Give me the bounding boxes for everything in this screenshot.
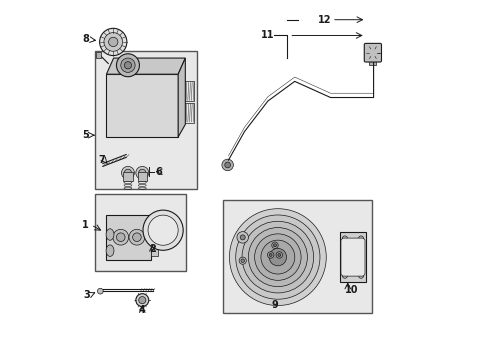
Circle shape bbox=[97, 288, 103, 294]
Bar bbox=[339, 232, 366, 282]
Bar bbox=[223, 200, 371, 313]
Circle shape bbox=[148, 215, 178, 245]
Circle shape bbox=[358, 236, 363, 241]
Circle shape bbox=[271, 242, 278, 248]
Circle shape bbox=[121, 58, 135, 72]
Bar bbox=[95, 51, 197, 189]
Circle shape bbox=[241, 259, 244, 262]
Text: 10: 10 bbox=[344, 285, 357, 296]
FancyBboxPatch shape bbox=[364, 43, 381, 62]
Circle shape bbox=[100, 28, 126, 55]
Bar bbox=[96, 51, 101, 58]
Text: 7: 7 bbox=[98, 155, 105, 165]
Bar bbox=[106, 215, 151, 260]
Text: 9: 9 bbox=[271, 300, 278, 310]
Bar bbox=[368, 60, 376, 65]
Circle shape bbox=[235, 215, 319, 299]
Text: 12: 12 bbox=[318, 15, 331, 25]
Circle shape bbox=[368, 48, 376, 57]
Circle shape bbox=[124, 62, 131, 69]
Circle shape bbox=[276, 252, 282, 258]
Text: 11: 11 bbox=[261, 31, 274, 40]
Circle shape bbox=[136, 294, 148, 307]
Circle shape bbox=[139, 297, 145, 304]
Circle shape bbox=[277, 253, 280, 256]
Circle shape bbox=[142, 210, 183, 250]
Circle shape bbox=[104, 33, 122, 51]
Text: 3: 3 bbox=[83, 290, 90, 300]
Ellipse shape bbox=[106, 245, 114, 256]
Circle shape bbox=[121, 166, 134, 179]
Circle shape bbox=[237, 231, 248, 243]
Text: 4: 4 bbox=[139, 305, 145, 315]
Polygon shape bbox=[178, 58, 185, 137]
Circle shape bbox=[358, 273, 363, 278]
Circle shape bbox=[240, 235, 244, 240]
Bar bbox=[106, 74, 178, 137]
FancyBboxPatch shape bbox=[340, 238, 364, 276]
Text: 2: 2 bbox=[149, 244, 155, 254]
Polygon shape bbox=[106, 58, 185, 74]
Ellipse shape bbox=[106, 229, 114, 240]
Circle shape bbox=[116, 54, 139, 77]
Circle shape bbox=[273, 244, 276, 247]
Text: 8: 8 bbox=[82, 34, 89, 44]
Bar bbox=[123, 172, 132, 181]
Circle shape bbox=[132, 233, 141, 242]
Circle shape bbox=[107, 248, 113, 253]
Circle shape bbox=[261, 240, 294, 274]
Circle shape bbox=[269, 253, 271, 256]
Circle shape bbox=[136, 166, 148, 179]
Circle shape bbox=[248, 228, 307, 287]
Bar bbox=[95, 194, 186, 271]
Text: 1: 1 bbox=[82, 220, 89, 230]
Circle shape bbox=[108, 37, 118, 46]
Circle shape bbox=[342, 236, 346, 241]
Circle shape bbox=[268, 248, 286, 266]
Bar bbox=[137, 172, 147, 181]
Circle shape bbox=[242, 221, 313, 293]
Circle shape bbox=[239, 257, 246, 264]
Circle shape bbox=[254, 234, 301, 280]
Text: 6: 6 bbox=[155, 167, 162, 177]
Circle shape bbox=[342, 273, 346, 278]
Circle shape bbox=[139, 169, 145, 176]
Circle shape bbox=[124, 169, 131, 176]
Bar bbox=[151, 219, 158, 256]
Circle shape bbox=[107, 231, 113, 237]
Circle shape bbox=[222, 159, 233, 171]
Circle shape bbox=[116, 233, 125, 242]
Circle shape bbox=[224, 162, 230, 168]
Circle shape bbox=[267, 252, 273, 258]
Circle shape bbox=[229, 209, 325, 306]
Circle shape bbox=[113, 229, 128, 245]
Circle shape bbox=[129, 229, 144, 245]
Text: 5: 5 bbox=[82, 130, 89, 140]
